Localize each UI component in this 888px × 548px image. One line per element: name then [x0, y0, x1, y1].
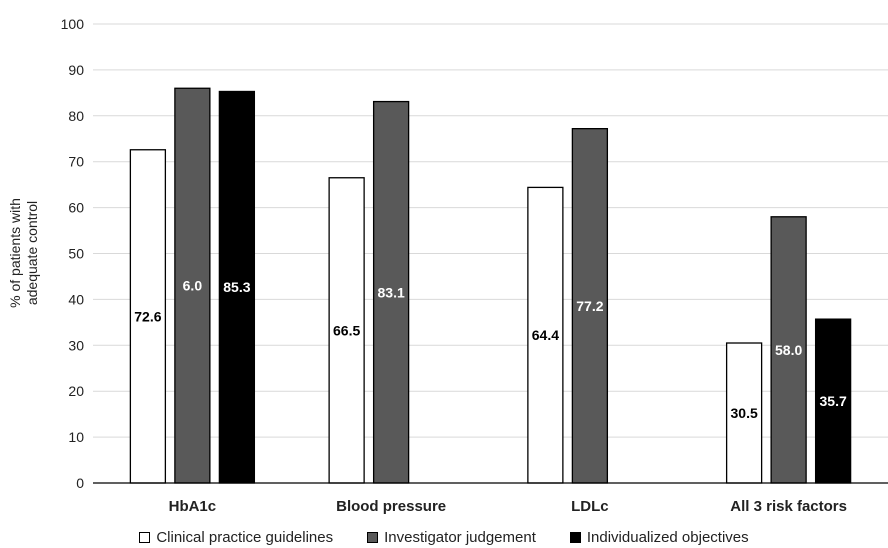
legend-swatch — [139, 532, 151, 543]
data-label: 77.2 — [576, 298, 603, 314]
legend-label: Investigator judgement — [384, 529, 536, 546]
legend-label: Clinical practice guidelines — [156, 529, 334, 546]
bar — [814, 318, 852, 484]
legend-swatch — [569, 532, 581, 543]
legend-item: Individualized objectives — [569, 527, 749, 548]
x-category-label: All 3 risk factors — [730, 498, 847, 515]
legend-item: Investigator judgement — [367, 527, 536, 548]
y-tick-label: 0 — [76, 475, 84, 491]
y-tick-label: 60 — [68, 200, 84, 216]
y-axis-label-line: % of patients with — [7, 198, 23, 308]
bar — [129, 149, 167, 484]
bar — [372, 100, 410, 484]
legend-swatch — [367, 532, 379, 543]
bar — [174, 87, 211, 484]
x-category-label: Blood pressure — [336, 498, 446, 515]
y-tick-label: 30 — [68, 337, 84, 353]
data-label: 6.0 — [183, 278, 203, 294]
data-label: 83.1 — [378, 284, 405, 300]
data-label: 85.3 — [223, 279, 250, 295]
bar — [571, 128, 609, 484]
gridlines — [93, 23, 888, 438]
y-axis-ticks: 0 10 20 30 40 50 60 70 80 90 100 — [61, 16, 85, 491]
data-label: 72.6 — [134, 308, 161, 324]
legend: Clinical practice guidelines Investigator… — [0, 527, 888, 548]
x-category-label: LDLc — [571, 498, 609, 515]
bar — [328, 177, 365, 484]
bar — [527, 186, 564, 484]
x-axis-categories: HbA1c Blood pressure LDLc All 3 risk factor… — [169, 498, 847, 515]
legend-item: Clinical practice guidelines — [139, 527, 333, 548]
y-tick-label: 20 — [68, 383, 84, 399]
y-tick-label: 50 — [68, 246, 84, 262]
data-label: 66.5 — [333, 322, 360, 338]
data-labels: 72.6 6.0 85.3 66.5 83.1 64.4 77.2 30.5 58.0 35.7 — [134, 278, 847, 421]
data-label: 35.7 — [820, 393, 847, 409]
y-tick-label: 40 — [68, 291, 84, 307]
data-label: 30.5 — [731, 405, 758, 421]
data-label: 64.4 — [532, 327, 559, 343]
x-category-label: HbA1c — [169, 498, 217, 515]
y-axis-label-line: adequate control — [24, 201, 40, 305]
y-tick-label: 70 — [68, 154, 84, 170]
y-tick-label: 10 — [68, 429, 84, 445]
legend-label: Individualized objectives — [586, 529, 749, 546]
y-axis-label: % of patients with adequate control — [7, 198, 40, 308]
bar — [770, 216, 807, 484]
y-tick-label: 90 — [68, 62, 84, 78]
y-tick-label: 80 — [68, 108, 84, 124]
data-label: 58.0 — [775, 342, 802, 358]
y-tick-label: 100 — [61, 16, 85, 32]
